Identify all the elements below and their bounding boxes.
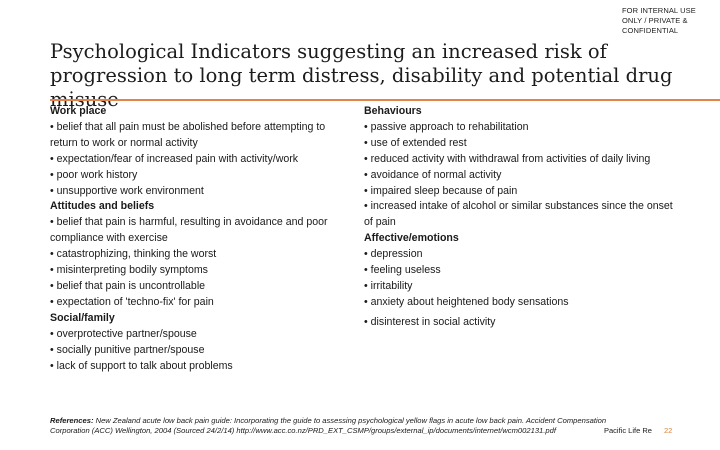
list-item: • overprotective partner/spouse [50, 327, 197, 340]
references: References: New Zealand acute low back p… [50, 416, 610, 436]
list-item: • impaired sleep because of pain [364, 184, 518, 197]
list-item: • poor work history [50, 168, 138, 181]
heading-social-family: Social/family [50, 311, 115, 324]
list-item: • passive approach to rehabilitation [364, 120, 529, 133]
page-number: 22 [664, 426, 673, 435]
list-item: • unsupportive work environment [50, 184, 204, 197]
references-text: New Zealand acute low back pain guide: I… [50, 416, 607, 435]
list-item: • belief that pain is uncontrollable [50, 279, 206, 292]
references-label: References: [50, 416, 94, 425]
list-item: • increased intake of alcohol or similar… [364, 200, 673, 229]
list-item: • use of extended rest [364, 136, 467, 149]
list-item: • feeling useless [364, 264, 441, 277]
list-item: • expectation of 'techno-fix' for pain [50, 295, 214, 308]
list-item: • avoidance of normal activity [364, 168, 502, 181]
title-divider [50, 99, 720, 101]
list-item: • catastrophizing, thinking the worst [50, 248, 217, 261]
slide-title: Psychological Indicators suggesting an i… [50, 40, 673, 111]
list-item: • lack of support to talk about problems [50, 359, 233, 372]
list-item: • misinterpreting bodily symptoms [50, 264, 208, 277]
heading-work-place: Work place [50, 105, 107, 117]
list-item: • anxiety about heightened body sensatio… [364, 295, 569, 308]
list-item: • disinterest in social activity [364, 315, 496, 328]
list-item: • reduced activity with withdrawal from … [364, 152, 651, 165]
list-item: • socially punitive partner/spouse [50, 343, 205, 356]
list-item: • expectation/fear of increased pain wit… [50, 152, 299, 165]
brand-logo: Pacific Life Re [604, 426, 652, 435]
confidentiality-label: FOR INTERNAL USE ONLY / PRIVATE & CONFID… [622, 6, 696, 35]
list-item: • irritability [364, 279, 413, 292]
left-column: Work place • belief that all pain must b… [50, 104, 350, 374]
heading-affective-emotions: Affective/emotions [364, 232, 459, 245]
list-item: • belief that all pain must be abolished… [50, 120, 326, 149]
list-item: • belief that pain is harmful, resulting… [50, 216, 328, 245]
heading-behaviours: Behaviours [364, 105, 422, 117]
heading-attitudes-beliefs: Attitudes and beliefs [50, 200, 155, 213]
list-item: • depression [364, 248, 423, 261]
right-column: Behaviours • passive approach to rehabil… [364, 104, 684, 331]
